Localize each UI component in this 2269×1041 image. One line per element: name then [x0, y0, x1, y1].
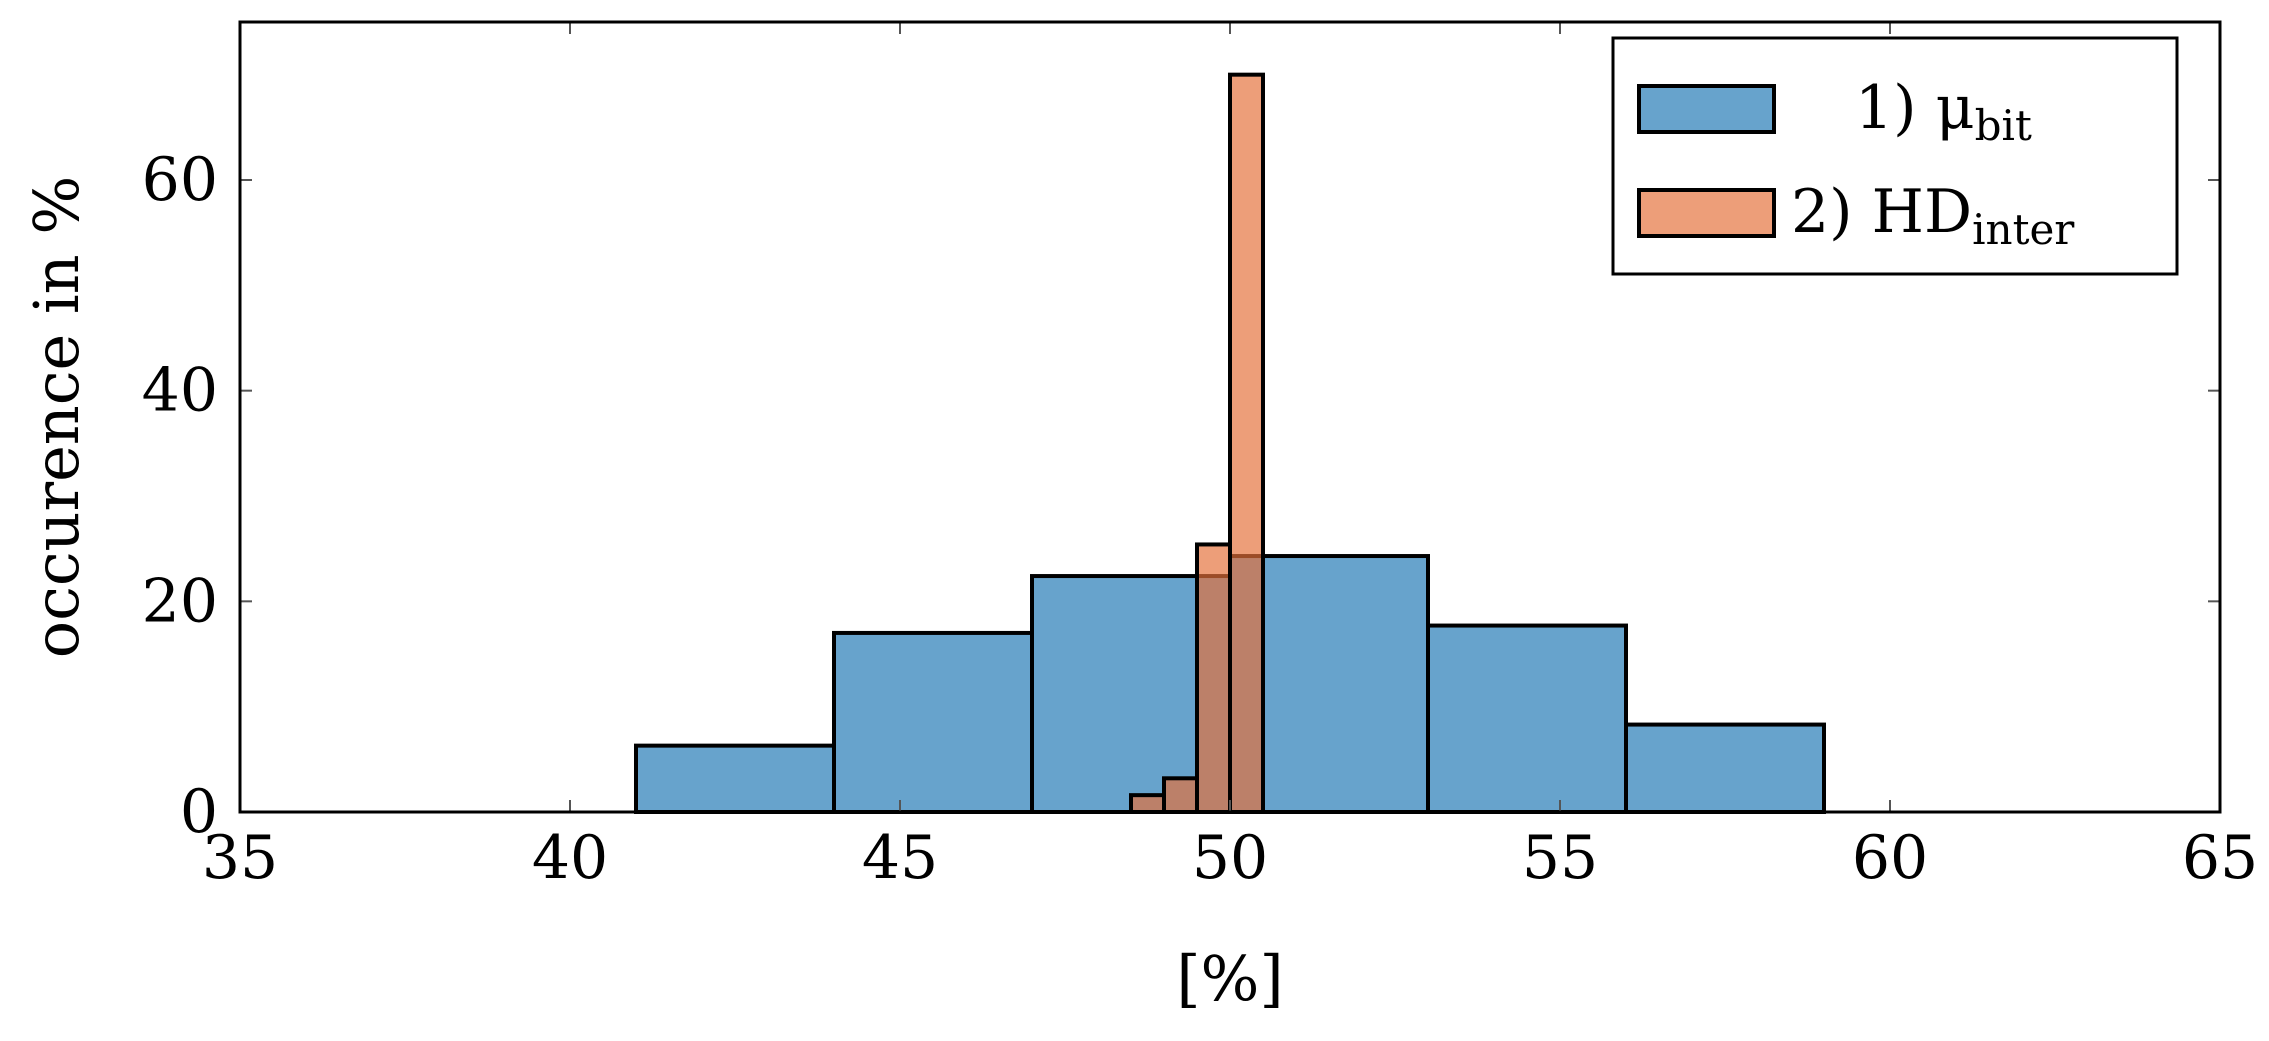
x-tick-label: 65 [2182, 823, 2258, 893]
bar-series-2-bin-1 [1129, 793, 1166, 814]
x-tick-label: 60 [1852, 823, 1928, 893]
bar-series-1-bin-5 [1426, 623, 1628, 814]
y-tick-label: 60 [142, 145, 218, 215]
legend-label-2: 2) HDinter [1791, 177, 2075, 254]
y-tick-label: 40 [142, 356, 218, 426]
legend: 1) μbit 2) HDinter [1611, 36, 2179, 276]
plot-frame [238, 20, 2222, 814]
tick-labels-layer: 35 40 45 50 55 60 65 0 20 40 60 [142, 145, 2259, 893]
bar-series-1-bin-2 [832, 630, 1034, 815]
legend-swatch-1 [1637, 84, 1776, 134]
x-tick-label: 40 [532, 823, 608, 893]
bar-series-2-bin-3 [1195, 542, 1232, 814]
y-axis-label: occurence in % [20, 176, 93, 658]
bar-series-2-bin-2 [1162, 776, 1199, 814]
bar-series-2-bin-4 [1228, 72, 1265, 814]
x-axis-label: [%] [1176, 942, 1283, 1015]
y-tick-label: 20 [142, 566, 218, 636]
x-tick-label: 50 [1192, 823, 1268, 893]
legend-label-1: 1) μbit [1855, 73, 2032, 150]
bar-series-1-bin-1 [634, 743, 836, 815]
bars-layer [634, 72, 1826, 815]
x-tick-label: 55 [1522, 823, 1598, 893]
x-tick-label: 35 [202, 823, 278, 893]
legend-swatch-2 [1637, 188, 1776, 238]
x-tick-label: 45 [862, 823, 938, 893]
y-tick-label: 0 [180, 777, 218, 847]
bar-series-1-bin-6 [1624, 722, 1826, 814]
